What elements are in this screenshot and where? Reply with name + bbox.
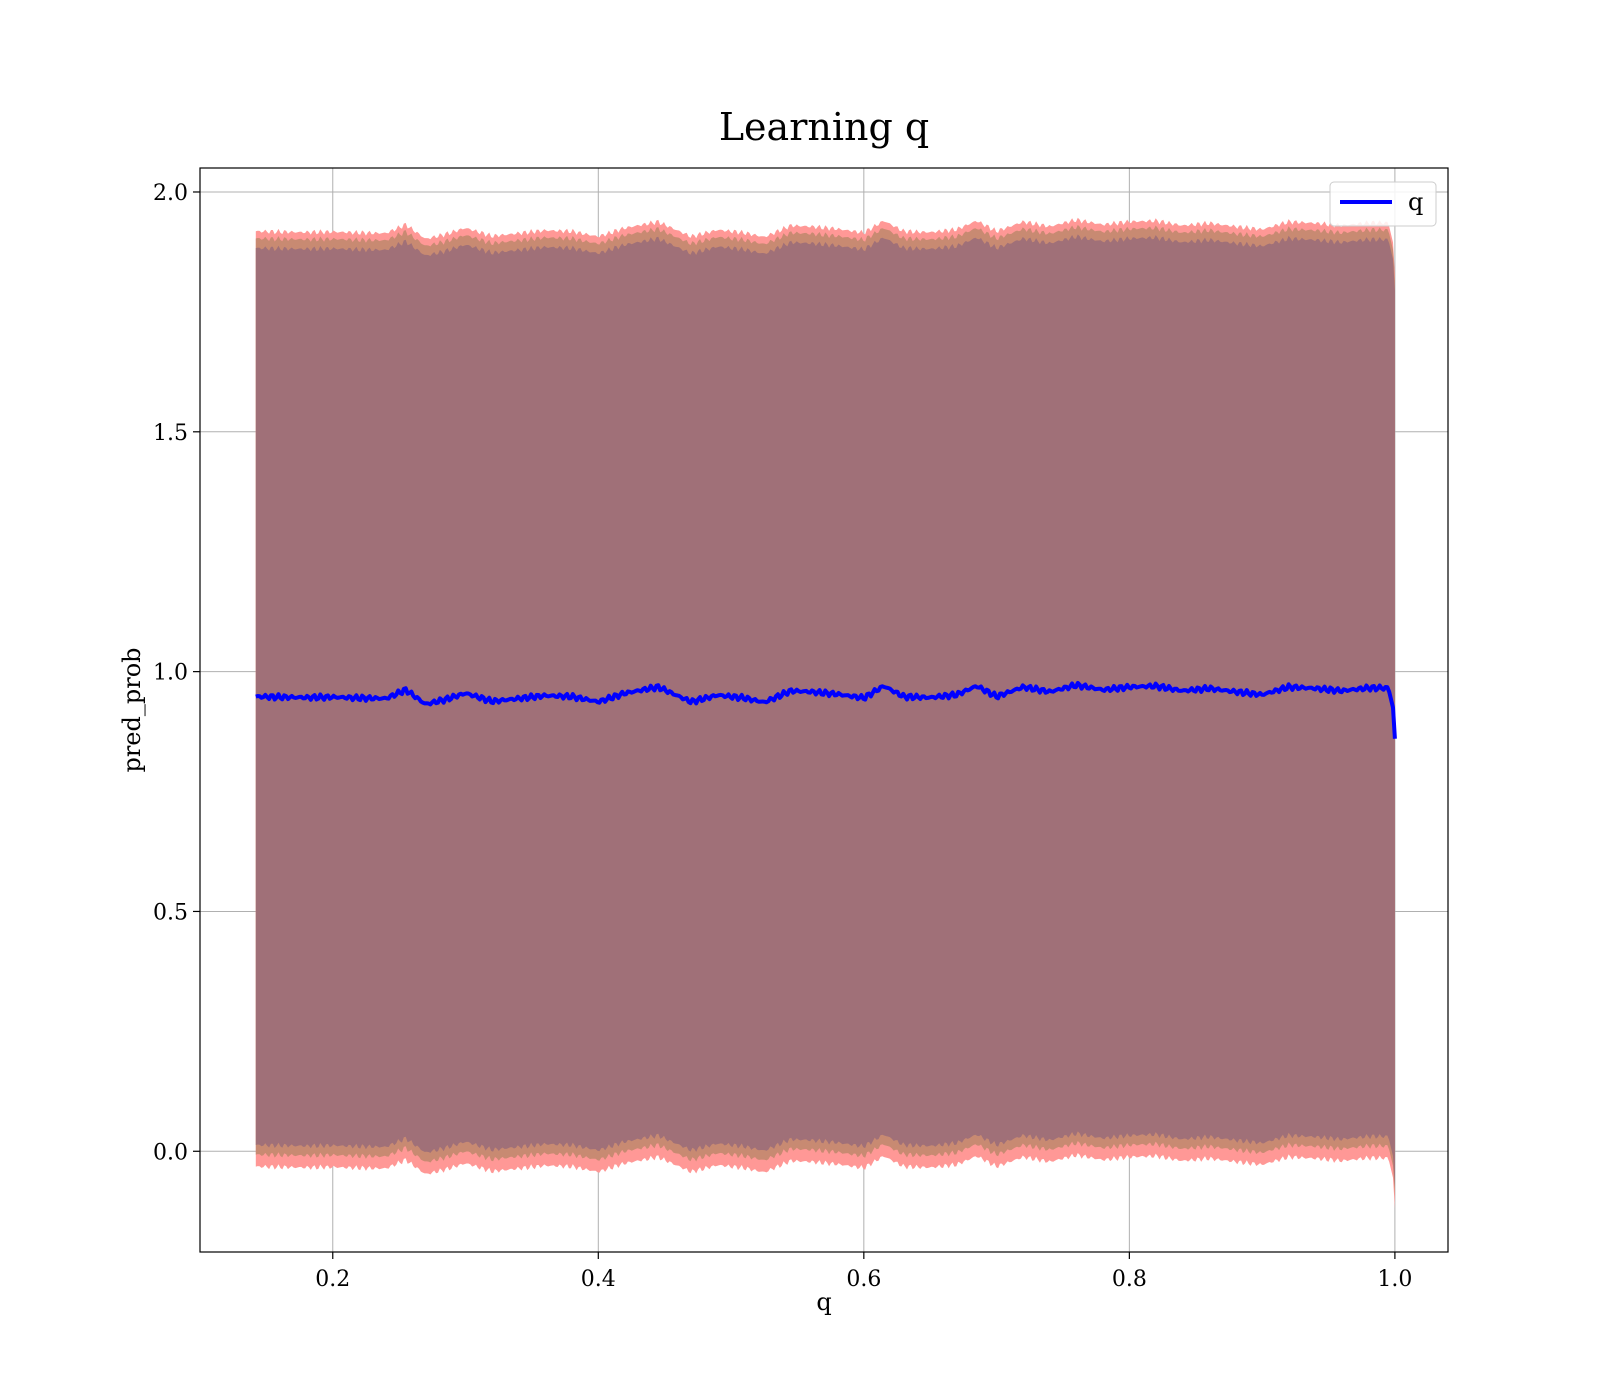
plot-frame: [199, 167, 1449, 1253]
band-layer: [255, 217, 1395, 1209]
y-tick-label: 2.0: [153, 181, 188, 206]
legend: q: [1329, 181, 1437, 227]
x-tick-label: 1.0: [1377, 1267, 1412, 1292]
y-tick-label: 1.5: [153, 421, 188, 446]
chart-title: Learning q: [719, 105, 929, 149]
x-axis-label: q: [816, 1288, 831, 1316]
y-tick-label: 1.0: [153, 661, 188, 686]
confidence-band-3: [255, 234, 1395, 1188]
x-tick-label: 0.2: [315, 1267, 350, 1292]
y-tick-label: 0.5: [153, 900, 188, 925]
series-line-q: [255, 680, 1397, 739]
x-tick-label: 0.6: [846, 1267, 881, 1292]
y-axis-label: pred_prob: [118, 647, 146, 772]
y-tick-label: 0.0: [153, 1140, 188, 1165]
x-tick-label: 0.4: [581, 1267, 616, 1292]
legend-label-q: q: [1408, 188, 1423, 216]
tick-layer: 0.2 0.4 0.6 0.8 1.0 0.0 0.5 1.0 1.5 2.0: [153, 181, 1412, 1292]
line-layer: [255, 680, 1397, 739]
x-tick-label: 0.8: [1112, 1267, 1147, 1292]
